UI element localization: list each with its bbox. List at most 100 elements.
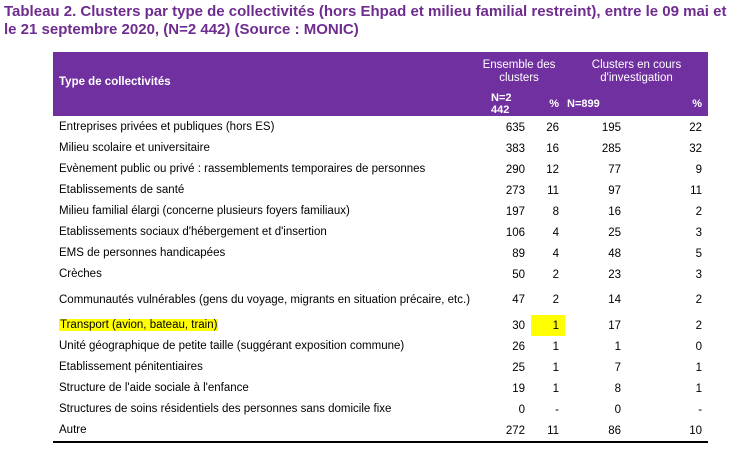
row-type-text: EMS de personnes handicapées bbox=[59, 247, 226, 259]
row-p1-cell: 16 bbox=[531, 138, 565, 159]
row-p1-text: 2 bbox=[552, 268, 560, 281]
row-n2-cell: 23 bbox=[565, 264, 627, 285]
row-n1-cell: 290 bbox=[473, 159, 531, 180]
table-row: Structure de l'aide sociale à l'enfance 1… bbox=[53, 378, 708, 399]
row-type-cell: Autre bbox=[53, 420, 473, 443]
row-n1-text: 106 bbox=[505, 226, 525, 239]
table-row: Autre 272 11 86 10 bbox=[53, 420, 709, 443]
table-row: Evènement public ou privé : rassemblemen… bbox=[53, 159, 708, 180]
row-type-cell: Unité géographique de petite taille (sug… bbox=[53, 336, 473, 357]
row-p2-cell: 1 bbox=[627, 378, 708, 399]
row-p2-text: 3 bbox=[695, 226, 703, 239]
table-row: Unité géographique de petite taille (sug… bbox=[53, 336, 708, 357]
row-p1-cell: 4 bbox=[531, 222, 565, 243]
row-n2-text: 16 bbox=[608, 205, 622, 218]
row-n2-cell: 14 bbox=[565, 285, 627, 315]
row-n2-text: 25 bbox=[608, 226, 622, 239]
row-n2-cell: 48 bbox=[565, 243, 627, 264]
row-p2-cell: 10 bbox=[627, 420, 709, 443]
row-n1-cell: 47 bbox=[473, 285, 531, 315]
row-p1-cell: 1 bbox=[531, 315, 566, 336]
row-n1-cell: 272 bbox=[473, 420, 531, 443]
row-n2-text: 97 bbox=[608, 184, 622, 197]
table-row: Etablissements sociaux d'hébergement et … bbox=[53, 222, 708, 243]
row-n1-cell: 25 bbox=[473, 357, 531, 378]
table-row: Etablissement pénitentiaires 25 1 7 1 bbox=[53, 357, 708, 378]
row-p1-text: 12 bbox=[546, 163, 560, 176]
row-type-cell: Milieu familial élargi (concerne plusieu… bbox=[53, 201, 473, 222]
row-p1-cell: 2 bbox=[531, 285, 565, 315]
row-n2-text: 285 bbox=[601, 142, 622, 155]
row-n1-text: 50 bbox=[512, 268, 525, 281]
row-n1-text: 26 bbox=[512, 340, 525, 353]
row-n2-cell: 195 bbox=[565, 117, 627, 139]
column-group-ensemble: Ensemble des clusters bbox=[473, 52, 566, 92]
row-p1-text: 11 bbox=[547, 184, 560, 197]
row-p2-cell: 2 bbox=[627, 315, 708, 336]
row-n2-cell: 77 bbox=[565, 159, 627, 180]
row-p2-text: 32 bbox=[689, 142, 703, 155]
row-type-cell: Etablissement pénitentiaires bbox=[53, 357, 473, 378]
row-p1-text: 11 bbox=[547, 424, 560, 437]
row-n2-text: 8 bbox=[614, 382, 622, 395]
row-n2-text: 23 bbox=[608, 268, 622, 281]
row-p2-text: 11 bbox=[690, 184, 703, 197]
row-p2-text: 1 bbox=[695, 361, 703, 374]
table-row: EMS de personnes handicapées 89 4 48 5 bbox=[53, 243, 708, 264]
row-p2-text: 5 bbox=[695, 247, 703, 260]
row-type-text: Autre bbox=[59, 424, 87, 436]
row-n1-text: 197 bbox=[505, 205, 525, 218]
row-n1-text: 47 bbox=[512, 294, 525, 306]
row-n2-cell: 17 bbox=[565, 315, 627, 336]
row-p2-text: 2 bbox=[695, 294, 703, 306]
row-type-text: Structures de soins résidentiels des per… bbox=[59, 403, 392, 415]
row-p1-cell: 11 bbox=[531, 180, 565, 201]
table-row: Structures de soins résidentiels des per… bbox=[53, 399, 708, 420]
row-n2-text: 14 bbox=[608, 294, 622, 306]
row-p1-text: 1 bbox=[552, 361, 560, 374]
row-n1-cell: 30 bbox=[473, 315, 531, 336]
row-n1-cell: 197 bbox=[473, 201, 531, 222]
row-n1-cell: 50 bbox=[473, 264, 531, 285]
row-type-text: Evènement public ou privé : rassemblemen… bbox=[59, 163, 426, 175]
row-p1-text: 4 bbox=[552, 226, 560, 239]
row-n1-text: 383 bbox=[505, 142, 525, 155]
row-p1-text: 1 bbox=[552, 382, 560, 395]
row-p1-cell: 1 bbox=[531, 357, 565, 378]
row-n1-cell: 26 bbox=[473, 336, 531, 357]
row-type-text: Entreprises privées et publiques (hors E… bbox=[59, 121, 275, 133]
header-row: Type de collectivités Ensemble des clust… bbox=[53, 52, 709, 92]
row-p1-text: - bbox=[555, 403, 560, 416]
row-type-text: Transport (avion, bateau, train) bbox=[59, 319, 219, 331]
row-type-cell: Transport (avion, bateau, train) bbox=[53, 315, 473, 336]
row-type-cell: Communautés vulnérables (gens du voyage,… bbox=[53, 285, 473, 315]
row-p2-text: 0 bbox=[695, 340, 703, 353]
row-type-text: Communautés vulnérables (gens du voyage,… bbox=[59, 293, 471, 306]
row-p2-cell: 2 bbox=[627, 285, 708, 315]
row-n1-cell: 635 bbox=[473, 117, 531, 139]
row-n2-cell: 8 bbox=[565, 378, 627, 399]
row-p1-cell: 2 bbox=[531, 264, 565, 285]
row-type-cell: Etablissements de santé bbox=[53, 180, 473, 201]
row-n1-cell: 89 bbox=[473, 243, 531, 264]
table-row: Milieu familial élargi (concerne plusieu… bbox=[53, 201, 708, 222]
row-n1-text: 0 bbox=[518, 403, 525, 416]
row-type-cell: Evènement public ou privé : rassemblemen… bbox=[53, 159, 473, 180]
row-n1-text: 272 bbox=[505, 424, 525, 437]
row-n1-text: 30 bbox=[512, 319, 525, 332]
row-p2-text: - bbox=[698, 403, 703, 416]
row-n2-cell: 285 bbox=[565, 138, 627, 159]
row-type-cell: Milieu scolaire et universitaire bbox=[53, 138, 473, 159]
row-n2-text: 1 bbox=[614, 340, 622, 353]
row-p2-text: 9 bbox=[695, 163, 703, 176]
row-p2-cell: 2 bbox=[627, 201, 708, 222]
row-n2-text: 86 bbox=[608, 424, 622, 437]
row-n1-text: 290 bbox=[505, 163, 525, 176]
row-type-text: Unité géographique de petite taille (sug… bbox=[59, 340, 405, 352]
row-type-text: Milieu familial élargi (concerne plusieu… bbox=[59, 205, 350, 217]
row-p2-text: 2 bbox=[695, 205, 703, 218]
row-type-cell: Etablissements sociaux d'hébergement et … bbox=[53, 222, 473, 243]
row-n2-cell: 16 bbox=[565, 201, 627, 222]
subheader-p1: % bbox=[531, 92, 566, 117]
table-title: Tableau 2. Clusters par type de collecti… bbox=[4, 3, 727, 38]
